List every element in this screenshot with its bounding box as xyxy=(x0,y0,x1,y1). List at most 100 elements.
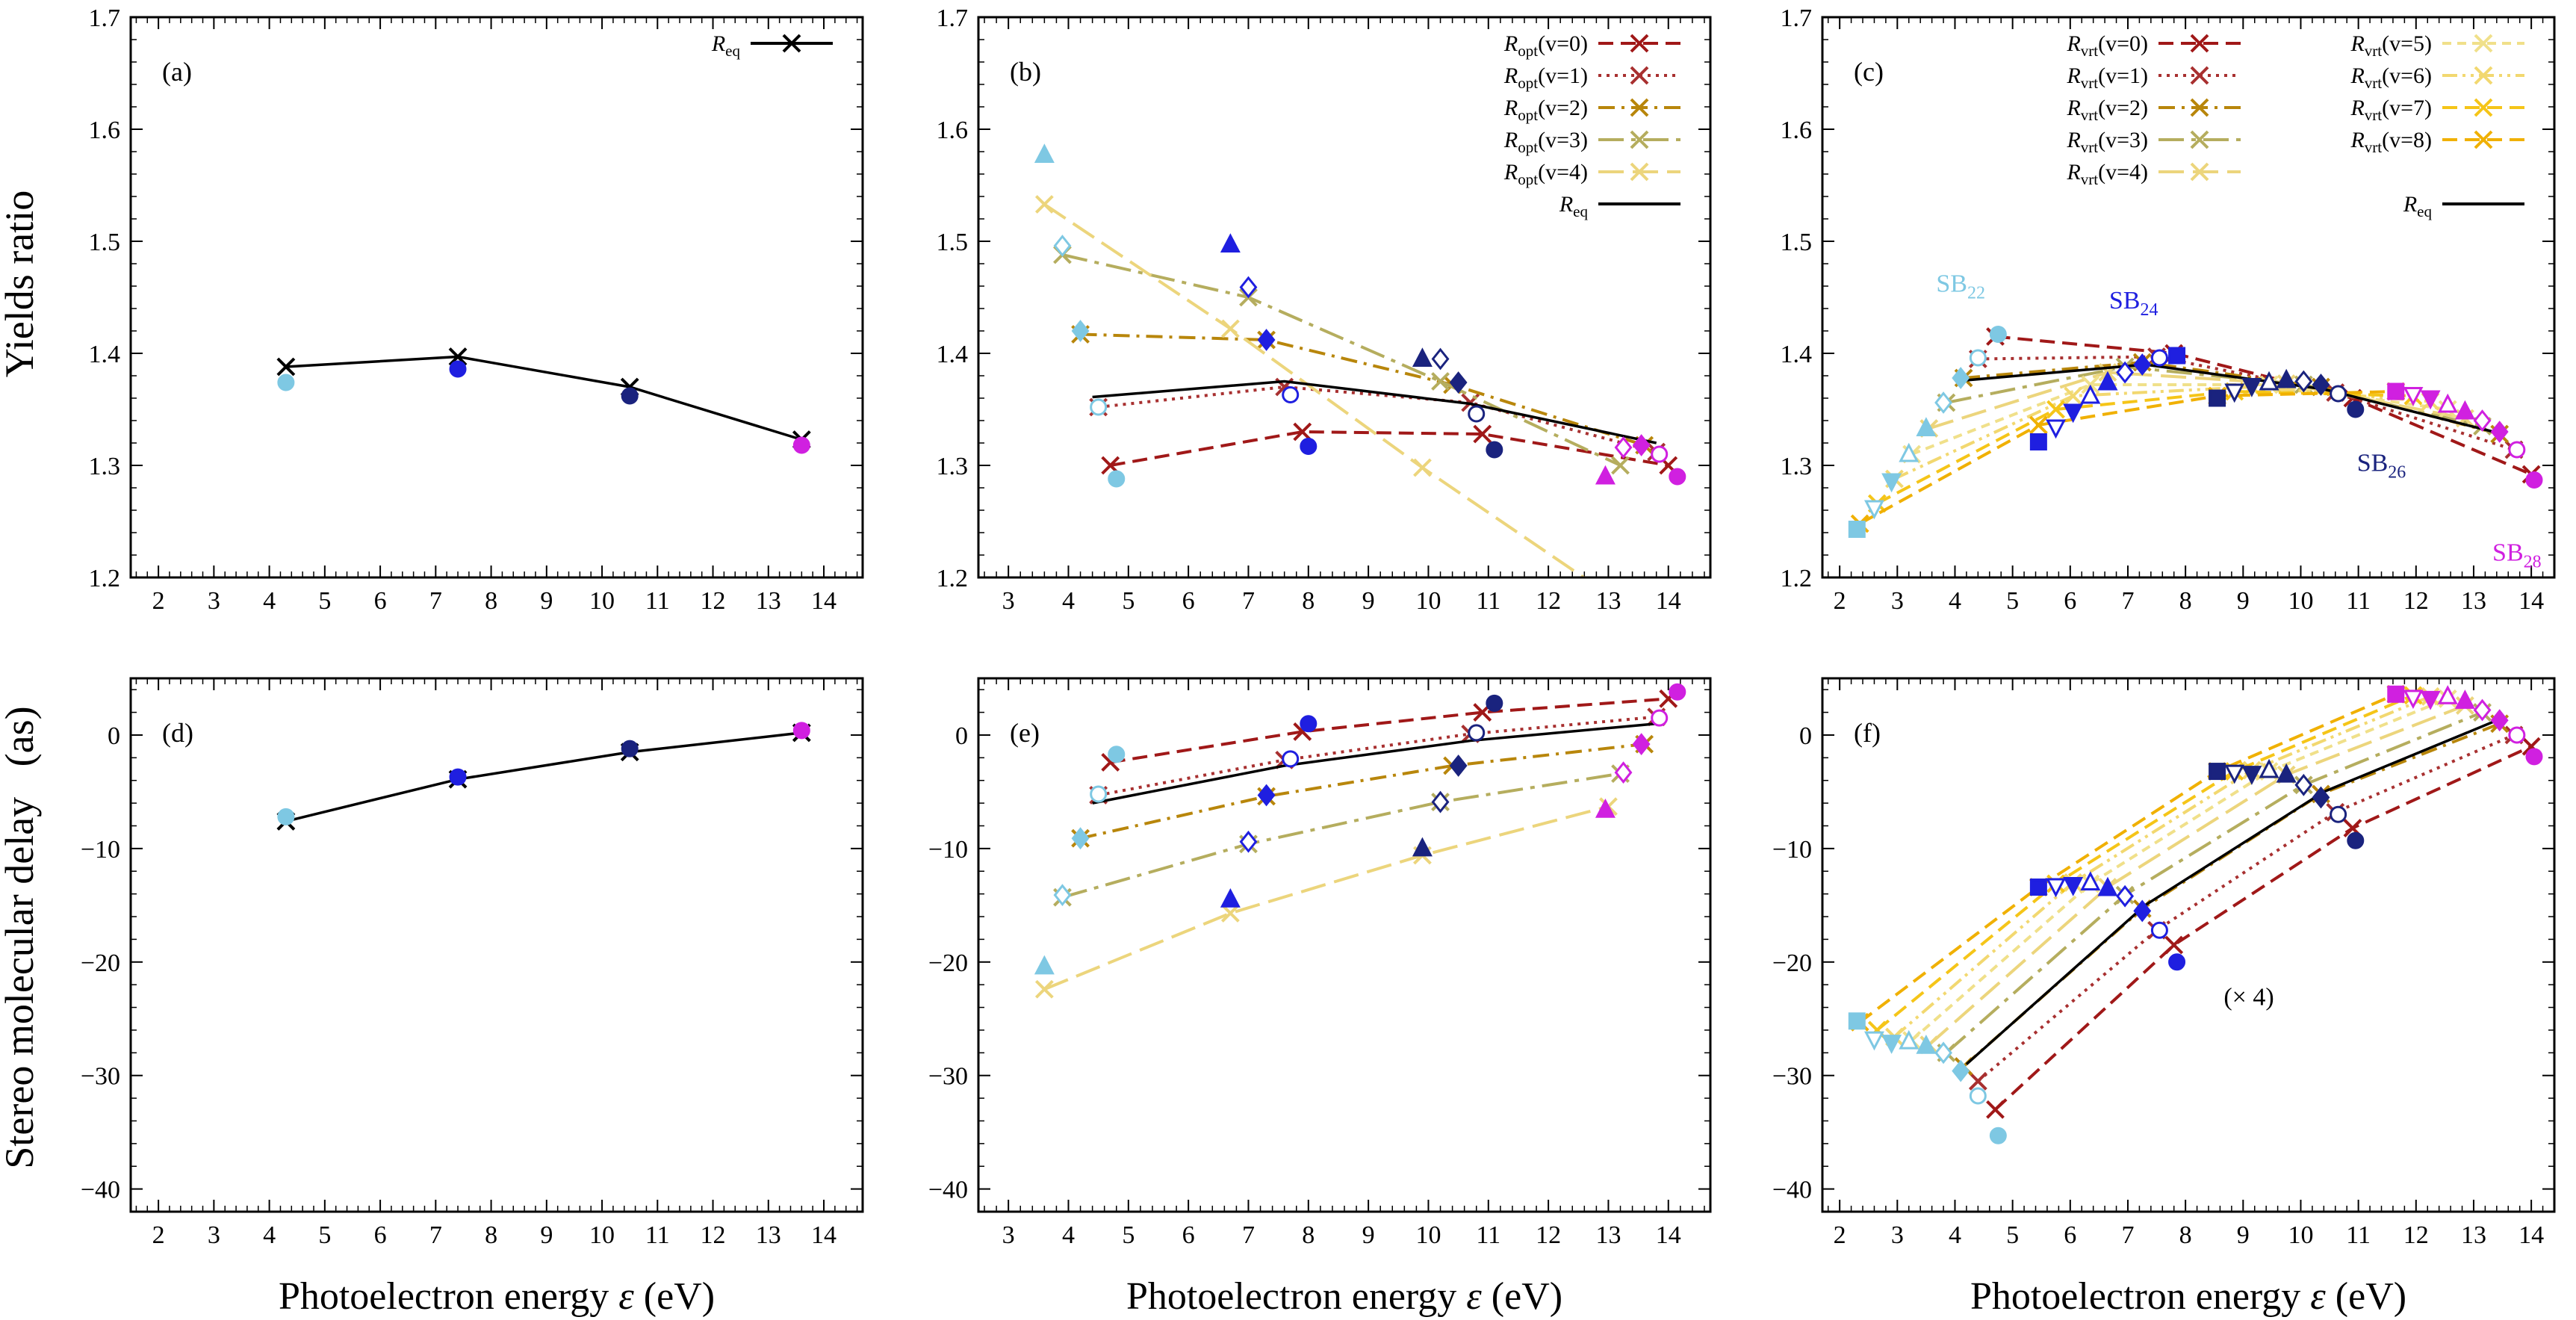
x-tick-label: 11 xyxy=(1476,587,1500,615)
y-tick-label: 1.6 xyxy=(937,117,969,144)
panel-label: (a) xyxy=(162,57,192,87)
x-tick-label: 5 xyxy=(318,1221,331,1249)
panel-d: 2 3 4 5 6 7 8 9 10 11 12 13 14 −40 −30 −20 −10 0 (d) xyxy=(81,677,864,1249)
x-tick-label: 7 xyxy=(1242,1221,1255,1249)
series-4-point xyxy=(1034,979,1054,999)
data-point xyxy=(2080,871,2101,890)
plot-area xyxy=(1034,143,1686,577)
x-tick-label: 3 xyxy=(208,1221,220,1249)
y-tick-label: −20 xyxy=(1772,949,1812,977)
legend-marker xyxy=(1630,162,1649,182)
data-point xyxy=(2420,690,2441,710)
axes-frame xyxy=(1821,677,2556,1213)
panel-label: (c) xyxy=(1854,57,1884,87)
y-tick-label: −30 xyxy=(1772,1063,1812,1091)
x-tick-label: 7 xyxy=(2121,1221,2134,1249)
ylabel-bottom: Stereo molecular delay (as) xyxy=(0,706,42,1168)
x-tick-label: 3 xyxy=(1002,587,1015,615)
data-point xyxy=(2259,371,2279,391)
legend-label: Rvrt(v=4) xyxy=(2066,160,2148,188)
data-point xyxy=(2330,805,2347,823)
x-tick-label: 7 xyxy=(429,1221,442,1249)
y-tick-label: −10 xyxy=(81,836,120,864)
y-tick-label: −40 xyxy=(1772,1177,1812,1204)
series-4-point xyxy=(1220,904,1240,923)
data-point xyxy=(1071,320,1090,342)
series-line-0 xyxy=(285,731,802,823)
data-point xyxy=(1449,754,1468,777)
series-line-0 xyxy=(1995,335,2532,476)
data-point xyxy=(2347,831,2365,849)
x-tick-label: 13 xyxy=(756,587,781,615)
x-tick-label: 2 xyxy=(1834,1221,1846,1249)
x-tick-label: 14 xyxy=(1656,1221,1681,1249)
series-0-point xyxy=(448,347,468,366)
data-point xyxy=(277,374,295,391)
x-tick-label: 11 xyxy=(2346,1221,2371,1249)
y-tick-label: 1.2 xyxy=(1781,565,1813,592)
data-point xyxy=(2276,368,2297,388)
y-tick-label: 1.3 xyxy=(1781,453,1813,480)
x-tick-label: 14 xyxy=(811,1221,837,1249)
x-tick-label: 11 xyxy=(645,1221,670,1249)
data-point xyxy=(2276,763,2297,783)
series-6-point xyxy=(2064,386,2083,406)
series-line-3 xyxy=(1062,253,1621,467)
series-3-point xyxy=(1611,456,1630,475)
legend-marker xyxy=(2190,66,2209,85)
plot-area xyxy=(276,347,811,454)
series-1-point xyxy=(1968,1071,1987,1091)
data-point xyxy=(2525,748,2543,766)
y-tick-label: 1.4 xyxy=(937,341,969,368)
data-point xyxy=(1989,326,2007,343)
x-tick-label: 8 xyxy=(485,1221,497,1249)
legend-marker xyxy=(2190,130,2209,149)
series-line-5 xyxy=(1911,697,2448,1042)
y-tick-label: 1.3 xyxy=(937,453,969,480)
data-point xyxy=(1257,784,1276,807)
data-point xyxy=(2097,371,2118,391)
x-tick-label: 2 xyxy=(1834,587,1846,615)
y-tick-label: 1.7 xyxy=(89,4,121,32)
annotation: (× 4) xyxy=(2223,984,2274,1011)
data-point xyxy=(1239,830,1258,853)
plot-area xyxy=(1848,326,2543,538)
series-line-0 xyxy=(1110,430,1669,467)
data-point xyxy=(1595,465,1616,485)
x-tick-label: 11 xyxy=(2346,587,2371,615)
data-point xyxy=(2525,471,2543,489)
legend-marker xyxy=(2474,66,2493,85)
data-point xyxy=(1257,329,1276,351)
legend-marker xyxy=(1630,130,1649,149)
x-tick-label: 7 xyxy=(2121,587,2134,615)
legend-marker xyxy=(1630,66,1649,85)
data-point xyxy=(1614,436,1633,459)
data-point xyxy=(2116,361,2135,384)
x-tick-label: 9 xyxy=(1362,587,1375,615)
x-tick-label: 2 xyxy=(152,587,165,615)
x-tick-label: 9 xyxy=(2237,1221,2250,1249)
panel-f: 2 3 4 5 6 7 8 9 10 11 12 13 14 −40 −30 −20 −10 0 (× 4) (f) xyxy=(1772,677,2556,1249)
data-point xyxy=(2473,409,2492,432)
data-point xyxy=(1969,349,1987,367)
data-point xyxy=(2508,726,2526,744)
y-tick-label: 1.4 xyxy=(1781,341,1813,368)
data-point xyxy=(1916,417,1937,436)
x-tick-label: 9 xyxy=(540,587,553,615)
x-tick-label: 6 xyxy=(2064,1221,2076,1249)
data-point xyxy=(1431,790,1450,814)
data-point xyxy=(2403,690,2424,710)
legend-marker xyxy=(2190,34,2209,53)
x-tick-label: 4 xyxy=(263,587,276,615)
x-tick-label: 10 xyxy=(589,587,615,615)
series-4-point xyxy=(1220,319,1240,338)
data-point xyxy=(1669,683,1686,701)
x-tick-label: 14 xyxy=(2518,1221,2544,1249)
series-line-5 xyxy=(1092,722,1657,805)
data-point xyxy=(2116,884,2135,908)
data-point xyxy=(1053,235,1072,257)
data-point xyxy=(1412,347,1433,367)
data-point xyxy=(2029,879,2047,896)
y-tick-label: −20 xyxy=(81,949,120,977)
data-point xyxy=(1108,470,1126,488)
